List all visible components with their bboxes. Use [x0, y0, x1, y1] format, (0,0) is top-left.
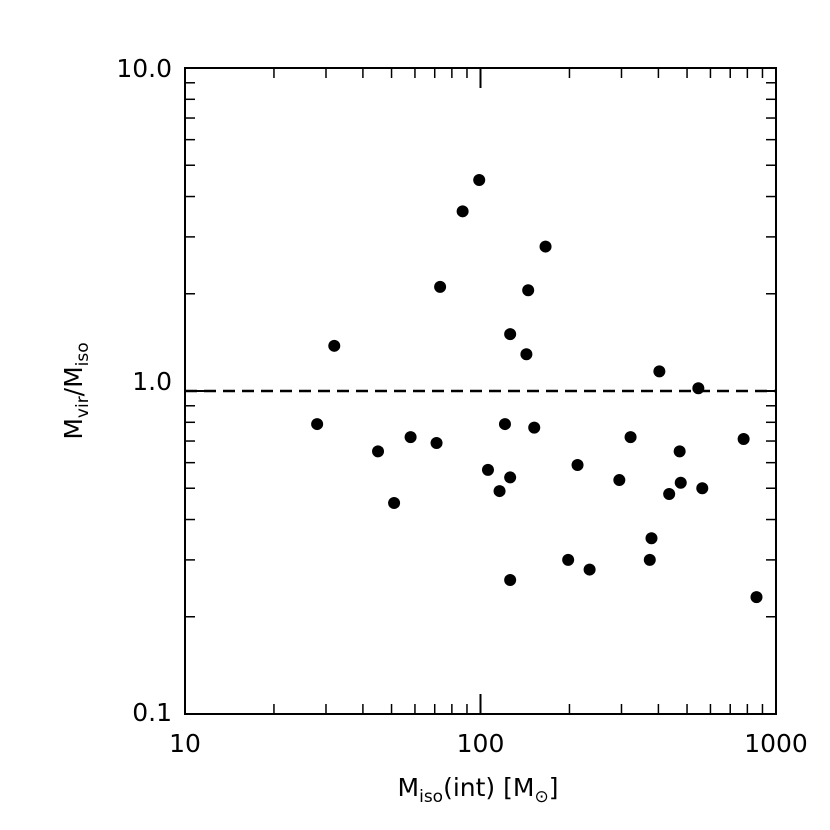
- data-point: [562, 553, 575, 566]
- data-point: [571, 459, 584, 472]
- data-point: [388, 497, 401, 510]
- data-point: [613, 474, 626, 487]
- y-label-sub-vir: vir: [73, 396, 93, 418]
- data-point: [643, 553, 656, 566]
- y-label-sub-iso: iso: [73, 342, 93, 366]
- data-point: [673, 445, 686, 458]
- data-point: [528, 421, 541, 434]
- major-ticks: [184, 67, 777, 715]
- x-axis-label: Miso(int) [M⊙]: [398, 773, 559, 807]
- y-axis-label: Mvir/Miso: [59, 342, 93, 439]
- data-point: [504, 328, 517, 341]
- y-tick-label-1.0: 1.0: [132, 367, 172, 396]
- x-label-sub: iso: [419, 787, 443, 807]
- data-point: [750, 591, 763, 604]
- data-point: [692, 382, 705, 395]
- x-label-close: ]: [549, 773, 559, 802]
- data-point: [430, 437, 443, 450]
- data-point: [663, 487, 676, 500]
- data-point: [737, 433, 750, 446]
- data-point: [372, 445, 385, 458]
- data-point: [498, 418, 511, 431]
- data-point: [645, 532, 658, 545]
- data-point: [456, 205, 469, 218]
- data-point: [504, 573, 517, 586]
- data-point: [539, 240, 552, 253]
- data-point: [311, 418, 324, 431]
- x-label-main: M: [398, 773, 420, 802]
- data-point: [624, 431, 637, 444]
- data-point: [522, 284, 535, 297]
- x-tick-label-100: 100: [457, 729, 505, 758]
- data-point: [583, 563, 596, 576]
- y-tick-label-0.1: 0.1: [132, 698, 172, 727]
- data-point: [434, 280, 447, 293]
- y-label-main: M: [59, 418, 88, 440]
- data-point: [696, 482, 709, 495]
- x-tick-label-1000: 1000: [744, 729, 808, 758]
- data-point: [653, 365, 666, 378]
- data-point: [481, 463, 494, 476]
- x-label-rest: (int) [M: [443, 773, 534, 802]
- data-point: [520, 348, 533, 361]
- x-label-sun-symbol: ⊙: [534, 787, 548, 807]
- data-points: [311, 174, 763, 604]
- x-tick-label-10: 10: [169, 729, 201, 758]
- minor-ticks: [185, 68, 776, 714]
- data-point: [504, 471, 517, 484]
- data-point: [493, 485, 506, 498]
- data-point: [674, 476, 687, 489]
- data-point: [473, 174, 486, 187]
- data-point: [404, 431, 417, 444]
- y-tick-label-10.0: 10.0: [116, 54, 172, 83]
- y-label-slash: /M: [59, 366, 88, 396]
- data-point: [328, 339, 341, 352]
